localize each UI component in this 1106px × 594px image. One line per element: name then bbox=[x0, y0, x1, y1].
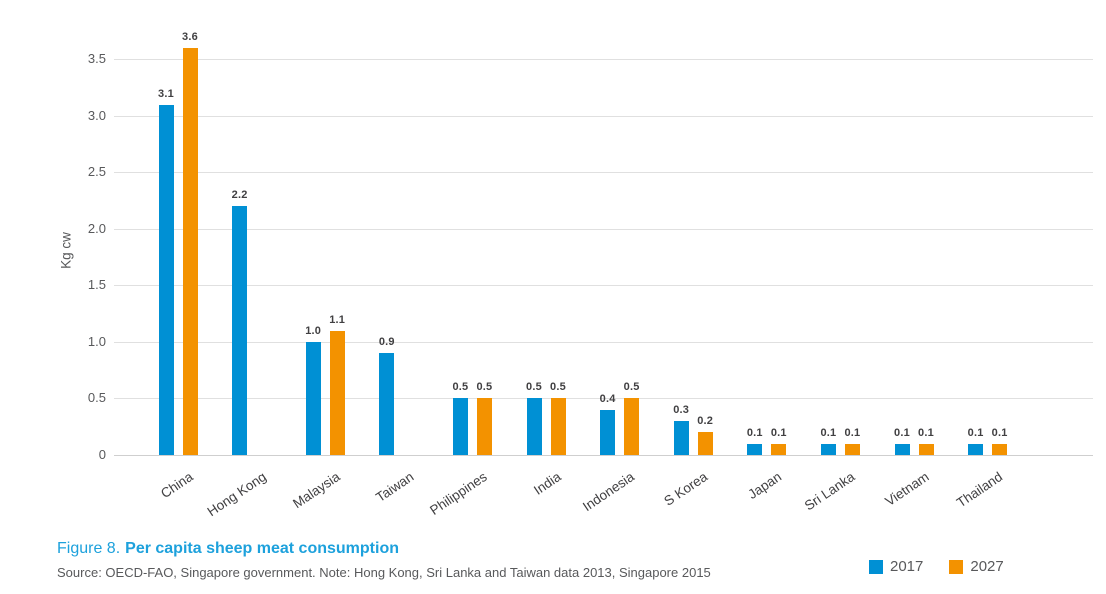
bar-value-label: 3.1 bbox=[158, 88, 174, 100]
x-tick-label-s-korea: S Korea bbox=[661, 469, 711, 509]
bar-value-label: 0.5 bbox=[550, 381, 566, 393]
bar-2017-sri-lanka bbox=[820, 444, 836, 455]
legend-swatch-2027 bbox=[949, 559, 964, 574]
bar-2027-sri-lanka bbox=[844, 444, 860, 455]
x-tick-label-sri-lanka: Sri Lanka bbox=[802, 469, 858, 514]
bar-chart-plot-area: Kg cw 0 0.5 1.0 1.5 2.0 2.5 3.0 3.5 3.1 3.6 China 2… bbox=[59, 31, 1093, 520]
figure-caption-prefix: Figure 8. bbox=[57, 540, 121, 557]
x-tick-label-taiwan: Taiwan bbox=[372, 469, 417, 505]
bar-value-label: 0.1 bbox=[820, 427, 837, 439]
y-tick-label: 2.0 bbox=[87, 221, 106, 236]
bar-2027-indonesia bbox=[624, 398, 640, 455]
bar-2017-philippines bbox=[452, 398, 468, 455]
bar-2017-china bbox=[158, 105, 174, 455]
y-tick-label: 3.0 bbox=[87, 108, 106, 123]
gridline bbox=[114, 59, 1093, 60]
x-tick-label-thailand: Thailand bbox=[953, 469, 1005, 511]
x-tick-label-hong-kong: Hong Kong bbox=[204, 469, 269, 520]
bar-value-label: 0.1 bbox=[918, 427, 934, 439]
bar-2027-india bbox=[550, 398, 566, 455]
bar-value-label: 0.5 bbox=[476, 381, 493, 393]
bar-2027-china bbox=[182, 48, 198, 455]
bar-2027-vietnam bbox=[918, 444, 934, 455]
bar-value-label: 0.1 bbox=[894, 427, 910, 439]
y-tick-label: 0 bbox=[98, 447, 106, 462]
y-tick-label: 0.5 bbox=[87, 390, 106, 405]
x-tick-label-indonesia: Indonesia bbox=[580, 469, 637, 515]
chart-legend: 2017 2027 bbox=[869, 559, 1004, 574]
bar-value-label: 0.5 bbox=[452, 381, 469, 393]
bar-2017-malaysia bbox=[305, 342, 321, 455]
legend-swatch-2017 bbox=[869, 559, 883, 574]
bar-value-label: 0.2 bbox=[697, 415, 714, 427]
bar-2027-s-korea bbox=[697, 432, 713, 455]
bar-value-label: 0.1 bbox=[991, 427, 1008, 439]
bar-value-label: 0.4 bbox=[599, 393, 616, 405]
bar-2027-malaysia bbox=[329, 331, 345, 455]
bar-2017-hong-kong bbox=[232, 206, 248, 455]
legend-item-2027: 2027 bbox=[949, 558, 1004, 575]
bar-2017-india bbox=[526, 398, 542, 455]
gridline bbox=[114, 172, 1093, 173]
y-tick-label: 1.5 bbox=[87, 277, 106, 292]
bar-value-label: 1.1 bbox=[329, 314, 346, 326]
bar-2017-taiwan bbox=[379, 353, 395, 455]
bar-2017-vietnam bbox=[894, 444, 910, 455]
bar-value-label: 0.1 bbox=[746, 427, 763, 439]
bar-2017-s-korea bbox=[673, 421, 689, 455]
gridline bbox=[114, 285, 1093, 286]
bar-2017-indonesia bbox=[600, 410, 616, 455]
x-tick-label-india: India bbox=[530, 469, 564, 498]
figure-caption-title: Per capita sheep meat consumption bbox=[125, 540, 399, 557]
x-tick-label-malaysia: Malaysia bbox=[290, 469, 343, 512]
bar-value-label: 0.5 bbox=[526, 381, 542, 393]
bar-2027-philippines bbox=[476, 398, 492, 455]
x-tick-label-japan: Japan bbox=[745, 469, 785, 503]
bar-2017-japan bbox=[747, 444, 763, 455]
bar-value-label: 0.1 bbox=[770, 427, 787, 439]
gridline bbox=[114, 116, 1093, 117]
x-tick-label-vietnam: Vietnam bbox=[882, 469, 932, 509]
bar-value-label: 0.5 bbox=[623, 381, 640, 393]
legend-item-2017: 2017 bbox=[869, 559, 923, 574]
bar-value-label: 3.6 bbox=[182, 31, 198, 43]
zero-axis-line bbox=[114, 455, 1093, 456]
y-tick-label: 1.0 bbox=[87, 334, 106, 349]
y-tick-label: 2.5 bbox=[87, 164, 106, 179]
figure-caption: Figure 8. Per capita sheep meat consumpti… bbox=[57, 540, 399, 558]
bar-value-label: 0.1 bbox=[967, 427, 984, 439]
bar-value-label: 0.3 bbox=[673, 404, 690, 416]
gridline bbox=[114, 398, 1093, 399]
bar-value-label: 0.1 bbox=[844, 427, 861, 439]
bar-value-label: 0.9 bbox=[378, 336, 395, 348]
gridline bbox=[114, 342, 1093, 343]
bar-2027-thailand bbox=[992, 444, 1008, 455]
legend-label: 2017 bbox=[890, 558, 924, 575]
bar-value-label: 2.2 bbox=[231, 189, 248, 201]
bar-2017-thailand bbox=[968, 444, 984, 455]
bar-2027-japan bbox=[771, 444, 787, 455]
y-tick-label: 3.5 bbox=[87, 51, 106, 66]
gridline bbox=[114, 229, 1093, 230]
x-tick-label-philippines: Philippines bbox=[427, 469, 490, 518]
x-tick-label-china: China bbox=[157, 469, 196, 502]
legend-label: 2027 bbox=[970, 558, 1004, 575]
source-note: Source: OECD-FAO, Singapore government. … bbox=[57, 565, 711, 580]
bar-value-label: 1.0 bbox=[305, 325, 322, 337]
